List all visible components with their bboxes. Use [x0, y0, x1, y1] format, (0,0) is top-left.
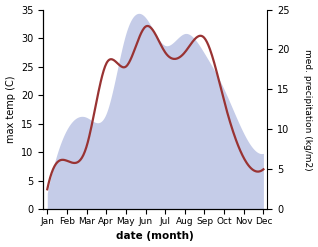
Y-axis label: max temp (C): max temp (C) [5, 76, 16, 143]
Y-axis label: med. precipitation (kg/m2): med. precipitation (kg/m2) [303, 49, 313, 170]
X-axis label: date (month): date (month) [116, 231, 194, 242]
